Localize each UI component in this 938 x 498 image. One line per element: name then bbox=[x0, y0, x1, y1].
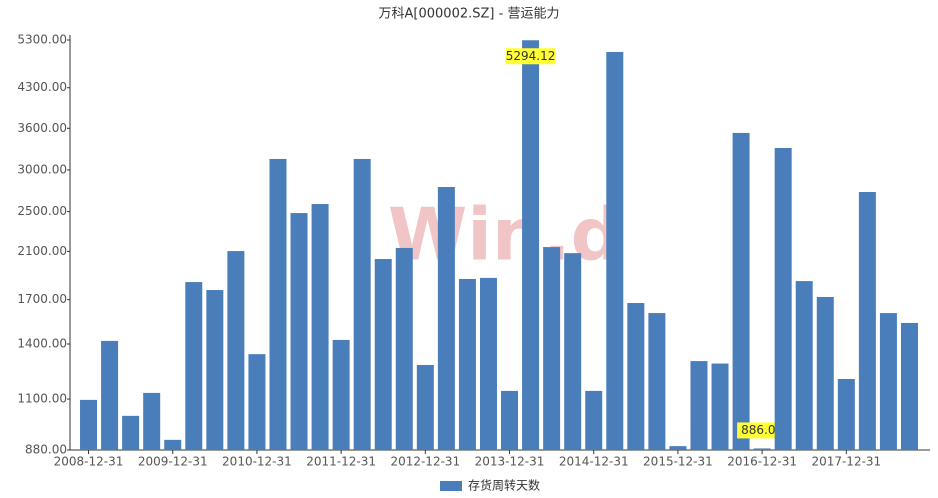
bar bbox=[543, 247, 561, 450]
value-label: 5294.12 bbox=[506, 49, 556, 63]
bar bbox=[185, 282, 203, 450]
bar bbox=[627, 303, 645, 450]
bar bbox=[269, 158, 287, 450]
watermark: Win.d bbox=[388, 193, 622, 277]
bar bbox=[416, 364, 434, 450]
bar bbox=[879, 313, 897, 450]
y-tick-label: 1700.00 bbox=[17, 292, 67, 306]
y-tick-label: 1100.00 bbox=[17, 392, 67, 406]
x-tick-label: 2009-12-31 bbox=[138, 455, 208, 469]
bar bbox=[711, 363, 729, 450]
x-tick-label: 2011-12-31 bbox=[306, 455, 376, 469]
y-tick-label: 2500.00 bbox=[17, 204, 67, 218]
bar bbox=[311, 204, 329, 450]
bar bbox=[900, 322, 918, 450]
bar bbox=[732, 132, 750, 450]
value-label-box bbox=[737, 422, 788, 439]
y-tick-label: 880.00 bbox=[25, 443, 67, 457]
x-tick-label: 2017-12-31 bbox=[811, 455, 881, 469]
bar bbox=[458, 278, 476, 450]
bar bbox=[290, 213, 308, 450]
bar bbox=[774, 147, 792, 451]
bar bbox=[690, 361, 708, 450]
bar bbox=[858, 191, 876, 450]
bar bbox=[353, 158, 371, 450]
bar bbox=[795, 281, 813, 450]
x-tick-label: 2015-12-31 bbox=[643, 455, 713, 469]
x-tick-label: 2012-12-31 bbox=[390, 455, 460, 469]
bar bbox=[816, 296, 834, 450]
bar bbox=[585, 390, 603, 450]
bar bbox=[206, 290, 224, 450]
x-tick-label: 2014-12-31 bbox=[559, 455, 629, 469]
bar bbox=[101, 340, 119, 450]
legend-label: 存货周转天数 bbox=[468, 478, 540, 493]
bar bbox=[669, 446, 687, 450]
legend-swatch bbox=[440, 481, 462, 491]
y-tick-label: 3600.00 bbox=[17, 121, 67, 135]
bar bbox=[164, 439, 182, 450]
bar bbox=[80, 399, 98, 450]
bar bbox=[753, 448, 771, 450]
bar bbox=[522, 40, 540, 450]
bar bbox=[395, 247, 413, 450]
bar bbox=[122, 415, 140, 450]
bar bbox=[837, 378, 855, 450]
chart-title: 万科A[000002.SZ] - 营运能力 bbox=[379, 7, 560, 22]
bar bbox=[479, 277, 497, 450]
y-tick-label: 5300.00 bbox=[17, 33, 67, 47]
bar bbox=[437, 187, 455, 450]
value-label: 886.04 bbox=[741, 423, 783, 437]
y-tick-label: 2100.00 bbox=[17, 244, 67, 258]
y-tick-label: 1400.00 bbox=[17, 336, 67, 350]
bar bbox=[227, 251, 245, 450]
y-tick-label: 3000.00 bbox=[17, 162, 67, 176]
bar bbox=[501, 390, 519, 450]
x-tick-label: 2016-12-31 bbox=[727, 455, 797, 469]
bar bbox=[564, 253, 582, 450]
bar bbox=[374, 259, 392, 450]
bar bbox=[648, 313, 666, 450]
x-tick-label: 2013-12-31 bbox=[475, 455, 545, 469]
value-label-box bbox=[505, 48, 556, 65]
x-tick-label: 2008-12-31 bbox=[54, 455, 124, 469]
y-tick-label: 4300.00 bbox=[17, 80, 67, 94]
bar bbox=[143, 392, 161, 450]
bar bbox=[248, 354, 266, 450]
x-tick-label: 2010-12-31 bbox=[222, 455, 292, 469]
bar bbox=[606, 51, 624, 450]
bar bbox=[332, 339, 350, 450]
